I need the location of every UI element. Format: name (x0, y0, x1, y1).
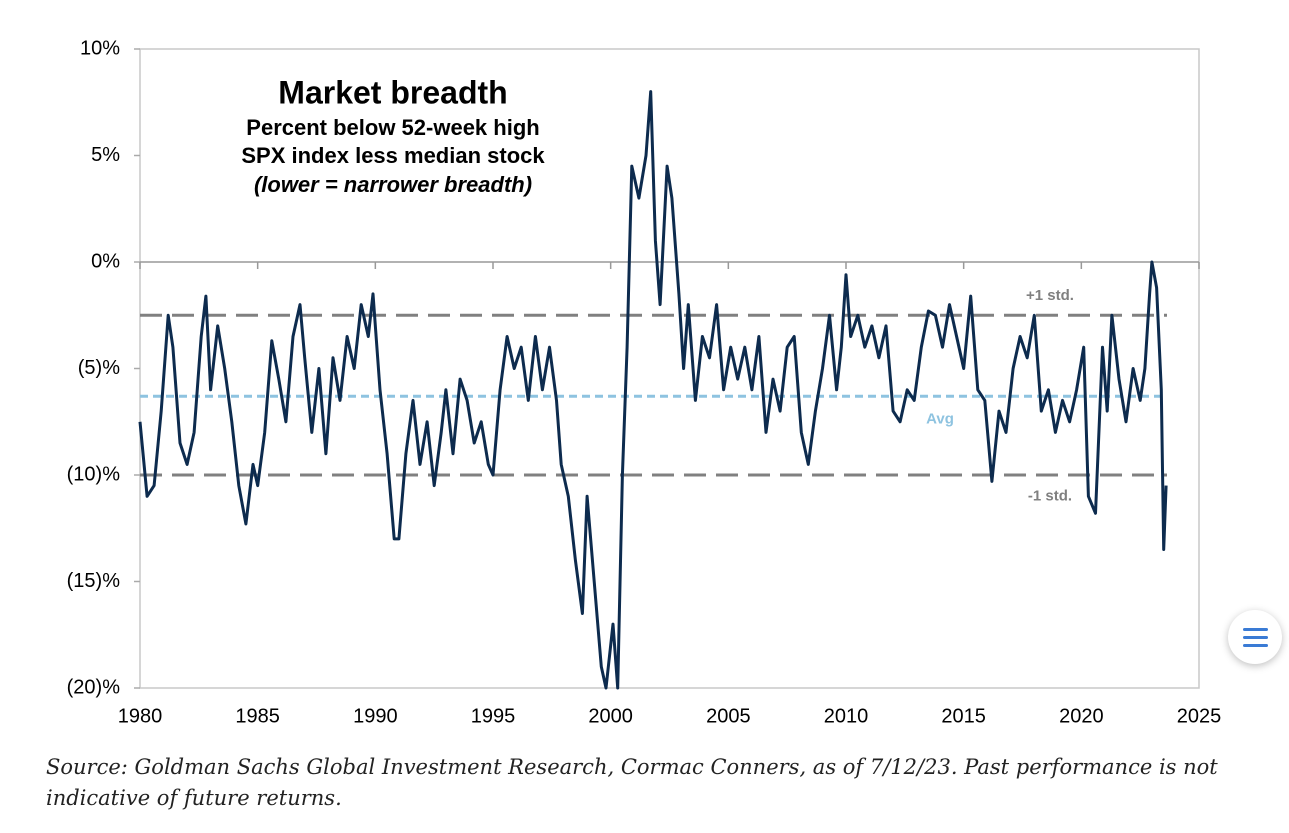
x-tick-label: 2020 (1059, 705, 1104, 727)
x-tick-label: 2005 (706, 705, 751, 727)
y-tick-label: 10% (80, 37, 120, 59)
y-tick-label: (5)% (78, 357, 120, 379)
y-tick-label: (15)% (67, 570, 121, 592)
chart: Market breadth Percent below 52-week hig… (67, 37, 1222, 727)
x-tick-label: 2025 (1177, 705, 1222, 727)
x-tick-label: 1995 (471, 705, 516, 727)
chart-title: Market breadth (278, 74, 507, 110)
source-note: Source: Goldman Sachs Global Investment … (46, 755, 1218, 810)
y-tick-label: 5% (91, 144, 120, 166)
reference-label: Avg (926, 411, 954, 428)
x-tick-label: 2010 (824, 705, 869, 727)
data-line (138, 90, 1168, 690)
reference-label: +1 std. (1026, 287, 1074, 304)
subtitle: SPX index less median stock (241, 143, 545, 168)
menu-button[interactable] (1228, 610, 1282, 664)
x-tick-label: 2000 (588, 705, 633, 727)
x-tick-label: 1980 (118, 705, 163, 727)
x-tick-label: 1985 (235, 705, 280, 727)
y-tick-label: (10)% (67, 463, 121, 485)
x-tick-label: 1990 (353, 705, 398, 727)
subtitle: Percent below 52-week high (246, 115, 539, 140)
y-tick-label: 0% (91, 250, 120, 272)
x-tick-label: 2015 (941, 705, 986, 727)
subtitle: (lower = narrower breadth) (254, 172, 532, 197)
y-tick-label: (20)% (67, 676, 121, 698)
reference-label: -1 std. (1028, 487, 1072, 504)
